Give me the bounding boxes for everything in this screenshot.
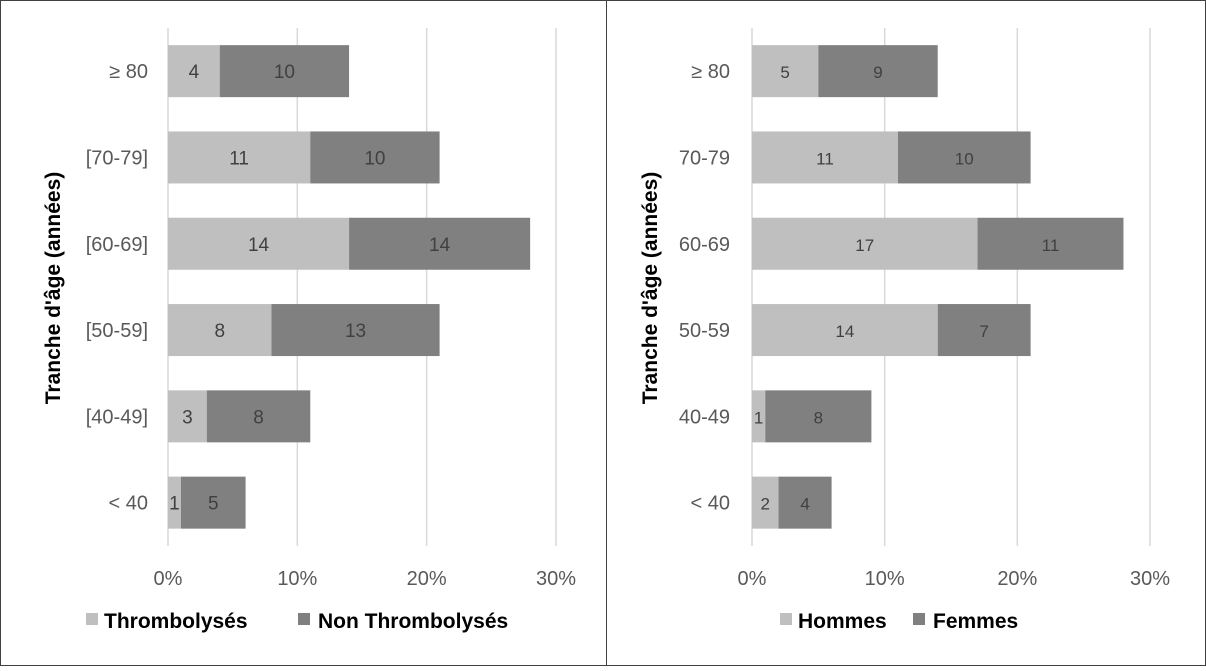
- x-tick-label: 20%: [407, 568, 447, 590]
- bar-segment: [349, 217, 531, 270]
- bar-segment: [752, 476, 779, 529]
- data-label: 4: [800, 495, 809, 514]
- bars: [168, 45, 531, 529]
- y-tick-label: < 40: [691, 493, 730, 515]
- bar-segment: [310, 131, 440, 184]
- legend-swatch-femmes: [913, 613, 925, 625]
- x-tick-label: 0%: [154, 568, 183, 590]
- y-tick-labels: ≥ 80 [70-79] [60-69] [50-59] [40-49] < 4…: [86, 61, 148, 515]
- bar-segment: [168, 217, 350, 270]
- bar-segment: [752, 390, 766, 443]
- legend: Thrombolysés Non Thrombolysés: [86, 610, 508, 633]
- bar-segment: [752, 217, 978, 270]
- x-tick-label: 0%: [738, 568, 767, 590]
- y-tick-label: < 40: [109, 493, 148, 515]
- data-label: 2: [761, 495, 770, 514]
- data-label: 8: [253, 407, 264, 428]
- data-label: 11: [816, 149, 834, 168]
- y-tick-label: [60-69]: [86, 234, 148, 256]
- data-label: 11: [229, 148, 249, 169]
- x-tick-labels: 0% 10% 20% 30%: [738, 568, 1171, 590]
- chart-panel-sexe: 5 9 11 10 17 11 14 7 1 8 2 4 ≥ 80 70-79 60-69 50-59…: [639, 28, 1170, 633]
- bar-segment: [937, 304, 1031, 357]
- data-label: 10: [274, 62, 295, 83]
- bar-segment: [219, 45, 350, 98]
- y-tick-label: 40-49: [679, 406, 730, 428]
- x-tick-label: 10%: [865, 568, 905, 590]
- y-tick-label: 70-79: [679, 147, 730, 169]
- legend: Hommes Femmes: [780, 610, 1018, 633]
- bar-segment: [168, 131, 311, 184]
- legend-label-thrombolyses: Thrombolysés: [104, 610, 248, 633]
- bar-segment: [977, 217, 1124, 270]
- data-label: 9: [873, 63, 882, 82]
- x-tick-label: 30%: [1130, 568, 1170, 590]
- data-label: 8: [214, 321, 225, 342]
- legend-swatch-non-thrombolyses: [298, 613, 310, 625]
- data-label: 14: [835, 322, 854, 341]
- x-tick-labels: 0% 10% 20% 30%: [154, 568, 577, 590]
- data-label: 11: [1042, 236, 1060, 255]
- y-tick-label: 50-59: [679, 320, 730, 342]
- legend-label-non-thrombolyses: Non Thrombolysés: [318, 610, 508, 633]
- data-label: 13: [345, 321, 366, 342]
- gridlines: [167, 28, 557, 546]
- data-label: 5: [208, 494, 219, 515]
- y-tick-label: ≥ 80: [691, 61, 730, 83]
- data-label: 3: [182, 407, 193, 428]
- data-label: 10: [364, 148, 385, 169]
- y-axis-title: Tranche d'âge (années): [42, 172, 65, 405]
- data-label: 1: [169, 494, 180, 515]
- data-label: 1: [754, 408, 763, 427]
- data-label: 5: [780, 63, 789, 82]
- bar-segment: [778, 476, 832, 529]
- bar-segment: [765, 390, 872, 443]
- y-tick-label: 60-69: [679, 234, 730, 256]
- x-tick-label: 20%: [997, 568, 1037, 590]
- y-axis-title: Tranche d'âge (années): [639, 172, 662, 405]
- data-label: 7: [979, 322, 988, 341]
- bar-segment: [206, 390, 311, 443]
- y-tick-label: [50-59]: [86, 320, 148, 342]
- bar-segment: [168, 390, 207, 443]
- bar-segment: [168, 45, 220, 98]
- data-label: 4: [189, 62, 200, 83]
- data-labels: 4 10 11 10 14 14 8 13 3 8 1 5: [169, 62, 450, 515]
- data-label: 14: [248, 235, 270, 256]
- data-label: 8: [814, 408, 823, 427]
- y-tick-labels: ≥ 80 70-79 60-69 50-59 40-49 < 40: [679, 61, 730, 515]
- chart-panel-thrombolyse: 4 10 11 10 14 14 8 13 3 8 1 5 ≥ 80 [70-79] [60-69] …: [42, 28, 576, 633]
- bar-segment: [897, 131, 1031, 184]
- bar-segment: [752, 45, 819, 98]
- x-tick-label: 10%: [277, 568, 317, 590]
- legend-swatch-hommes: [780, 613, 792, 625]
- x-tick-label: 30%: [536, 568, 576, 590]
- bar-segment: [271, 304, 440, 357]
- y-tick-label: ≥ 80: [109, 61, 148, 83]
- bar-segment: [752, 131, 898, 184]
- bar-segment: [818, 45, 938, 98]
- y-tick-label: [40-49]: [86, 406, 148, 428]
- legend-label-hommes: Hommes: [798, 610, 887, 633]
- data-label: 10: [955, 149, 974, 168]
- data-labels: 5 9 11 10 17 11 14 7 1 8 2 4: [754, 63, 1059, 514]
- bar-segment: [168, 304, 272, 357]
- bars: [752, 45, 1124, 529]
- y-tick-label: [70-79]: [86, 147, 148, 169]
- bar-segment: [168, 476, 181, 529]
- legend-label-femmes: Femmes: [933, 610, 1018, 633]
- bar-segment: [752, 304, 938, 357]
- data-label: 17: [855, 236, 874, 255]
- gridlines: [751, 28, 1151, 546]
- data-label: 14: [429, 235, 451, 256]
- legend-swatch-thrombolyses: [86, 613, 98, 625]
- bar-segment: [180, 476, 246, 529]
